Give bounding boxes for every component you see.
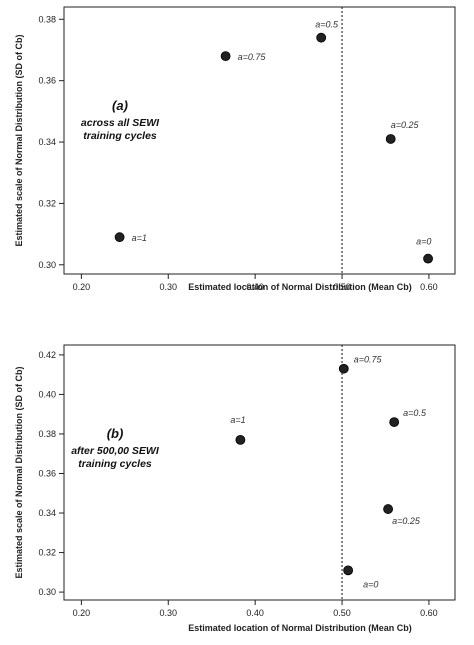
y-tick-label: 0.30 [38, 260, 56, 270]
data-point-label: a=0.5 [315, 20, 339, 30]
data-point [316, 32, 327, 43]
x-tick-label: 0.40 [246, 282, 264, 292]
y-tick-label: 0.40 [38, 389, 56, 399]
panel-annotation: training cycles [78, 458, 152, 470]
x-tick-label: 0.30 [160, 608, 178, 618]
y-tick-label: 0.32 [38, 198, 56, 208]
data-point [235, 434, 246, 445]
x-tick-label: 0.50 [333, 608, 351, 618]
data-point-label: a=0.75 [354, 355, 383, 365]
x-tick-label: 0.20 [73, 282, 91, 292]
x-axis-label: Estimated location of Normal Distributio… [188, 282, 412, 292]
plot-frame [63, 6, 456, 275]
data-point [114, 232, 125, 243]
x-tick-label: 0.50 [333, 282, 351, 292]
y-axis-label: Estimated scale of Normal Distribution (… [14, 34, 24, 246]
x-axis-label: Estimated location of Normal Distributio… [188, 623, 412, 633]
panel-annotation: training cycles [83, 130, 157, 142]
x-tick-label: 0.60 [420, 608, 438, 618]
y-tick-label: 0.32 [38, 548, 56, 558]
x-tick-label: 0.40 [246, 608, 264, 618]
data-point [383, 504, 393, 514]
data-point-label: a=1 [230, 415, 245, 425]
data-point [220, 51, 231, 62]
data-point [385, 134, 396, 144]
chart-panel-1: 0.20 0.30 0.40 0.50 0.60 0.30 0.32 0.34 0.36 0.38… [14, 344, 456, 633]
data-point-label: a=0.5 [403, 408, 427, 418]
panel-label: (b) [107, 426, 124, 441]
panel-annotation: after 500,00 SEWI [71, 445, 160, 457]
data-point-label: a=0.25 [392, 516, 421, 526]
y-tick-label: 0.36 [38, 76, 56, 86]
data-point [389, 417, 400, 427]
y-tick-label: 0.34 [38, 508, 56, 518]
x-tick-label: 0.60 [420, 282, 438, 292]
data-point [423, 253, 433, 264]
plot-frame [63, 344, 456, 601]
data-point [338, 363, 349, 374]
data-point-label: a=0 [416, 237, 431, 247]
data-point [343, 565, 354, 576]
data-point-label: a=1 [132, 233, 147, 243]
y-tick-label: 0.42 [38, 350, 56, 360]
data-point-label: a=0.75 [238, 52, 267, 62]
y-tick-label: 0.36 [38, 468, 56, 478]
y-tick-label: 0.38 [38, 14, 56, 24]
data-point-label: a=0 [363, 579, 378, 589]
panel-annotation: across all SEWI [81, 117, 160, 129]
y-tick-label: 0.30 [38, 587, 56, 597]
chart-panel-0: 0.20 0.30 0.40 0.50 0.60 0.30 0.32 0.34 0.36 0.38… [14, 6, 456, 292]
x-tick-label: 0.20 [73, 608, 91, 618]
data-point-label: a=0.25 [391, 120, 420, 130]
y-tick-label: 0.38 [38, 429, 56, 439]
y-tick-label: 0.34 [38, 137, 56, 147]
x-tick-label: 0.30 [160, 282, 178, 292]
y-axis-label: Estimated scale of Normal Distribution (… [14, 366, 24, 578]
panel-label: (a) [112, 98, 128, 113]
